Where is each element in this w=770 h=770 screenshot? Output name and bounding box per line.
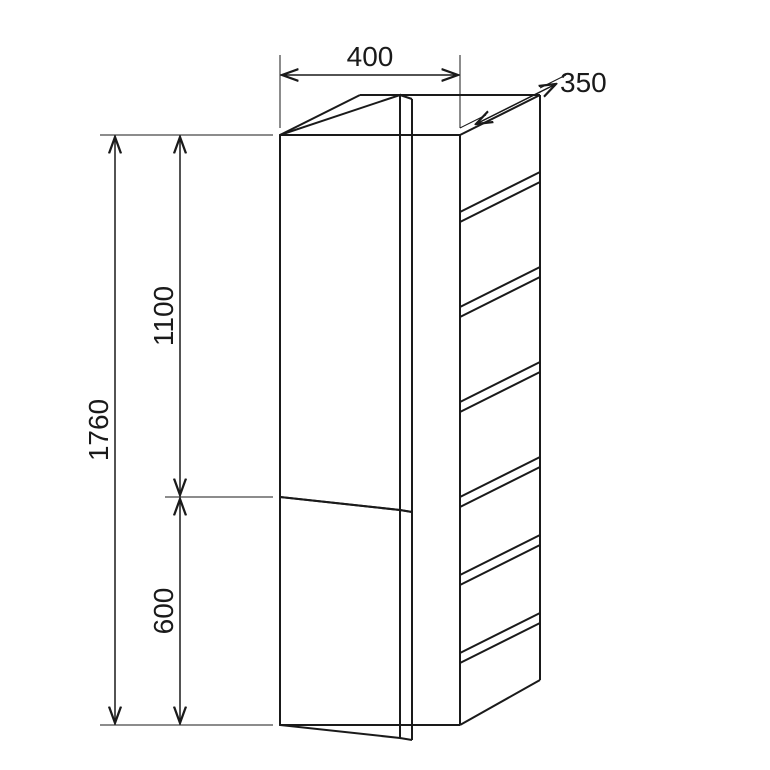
dim-height-total-label: 1760 (83, 399, 114, 461)
dim-height-lower-label: 600 (148, 588, 179, 635)
dim-depth-label: 350 (560, 67, 607, 98)
dim-height-upper: 1100 (148, 137, 273, 497)
dim-height-lower: 600 (148, 499, 180, 723)
upper-door (280, 95, 412, 512)
dim-height-total: 1760 (83, 135, 273, 725)
technical-drawing: 400 350 1760 1100 600 (0, 0, 770, 770)
dim-height-upper-label: 1100 (148, 286, 179, 346)
lower-door (280, 497, 412, 740)
shelves (460, 172, 540, 663)
cabinet-outline (280, 95, 540, 740)
dim-width-label: 400 (347, 41, 394, 72)
dim-width: 400 (280, 41, 460, 128)
